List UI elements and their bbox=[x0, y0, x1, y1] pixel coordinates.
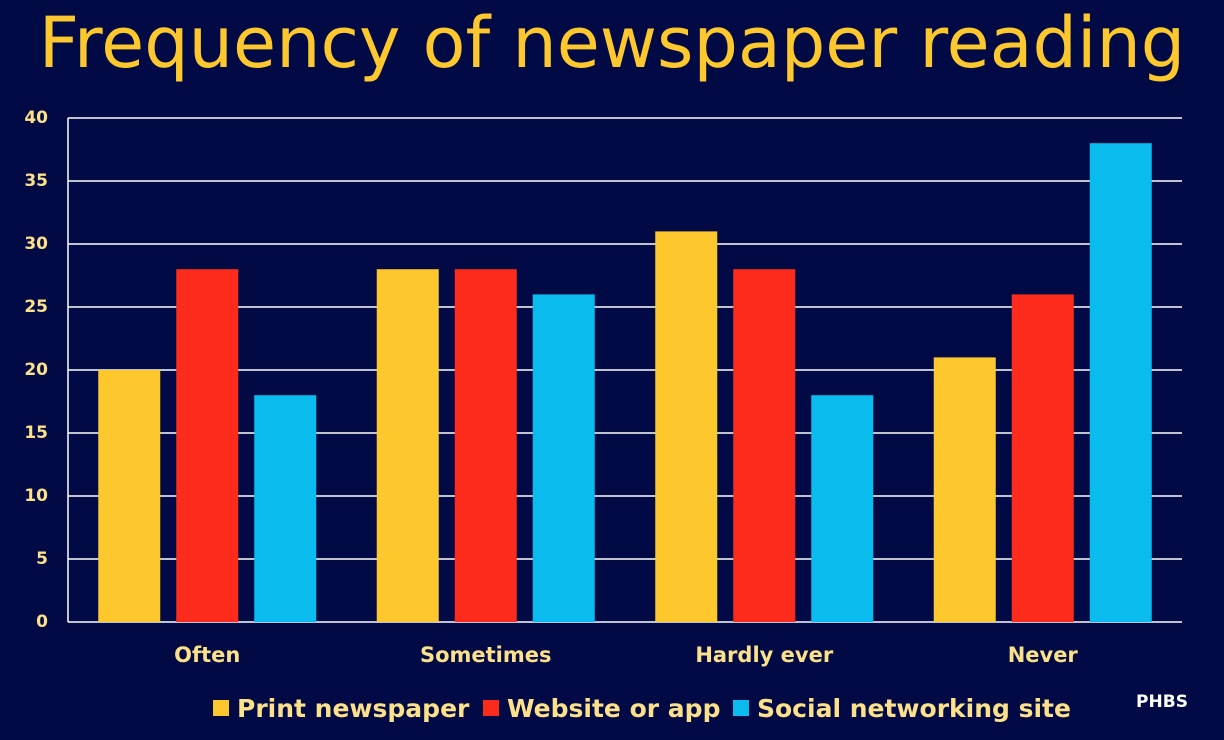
y-tick-label: 35 bbox=[24, 171, 48, 191]
bar bbox=[733, 269, 796, 622]
logo: PHBS bbox=[1136, 692, 1188, 712]
bar bbox=[933, 357, 996, 622]
chart-title: Frequency of newspaper reading bbox=[39, 2, 1186, 84]
x-tick-label: Never bbox=[1008, 643, 1079, 667]
legend-swatch bbox=[733, 700, 749, 716]
bar bbox=[98, 370, 161, 622]
x-tick-label: Hardly ever bbox=[695, 643, 834, 667]
legend-swatch bbox=[483, 700, 499, 716]
legend-swatch bbox=[213, 700, 229, 716]
bar bbox=[254, 395, 317, 622]
x-tick-label: Sometimes bbox=[420, 643, 552, 667]
x-tick-label: Often bbox=[174, 643, 240, 667]
y-tick-label: 30 bbox=[24, 234, 48, 254]
bar bbox=[1011, 294, 1074, 622]
bar bbox=[454, 269, 517, 622]
y-tick-label: 10 bbox=[24, 486, 48, 506]
y-tick-label: 20 bbox=[24, 360, 48, 380]
y-tick-label: 5 bbox=[36, 549, 48, 569]
y-tick-label: 0 bbox=[36, 612, 48, 632]
bar bbox=[655, 231, 718, 622]
bar bbox=[176, 269, 239, 622]
legend-label: Social networking site bbox=[757, 694, 1071, 723]
bar bbox=[532, 294, 595, 622]
y-tick-label: 25 bbox=[24, 297, 48, 317]
bar bbox=[811, 395, 874, 622]
legend-label: Website or app bbox=[507, 694, 720, 723]
y-tick-label: 15 bbox=[24, 423, 48, 443]
bar bbox=[376, 269, 439, 622]
y-tick-label: 40 bbox=[24, 108, 48, 128]
legend-label: Print newspaper bbox=[237, 694, 470, 723]
bar bbox=[1089, 143, 1152, 622]
